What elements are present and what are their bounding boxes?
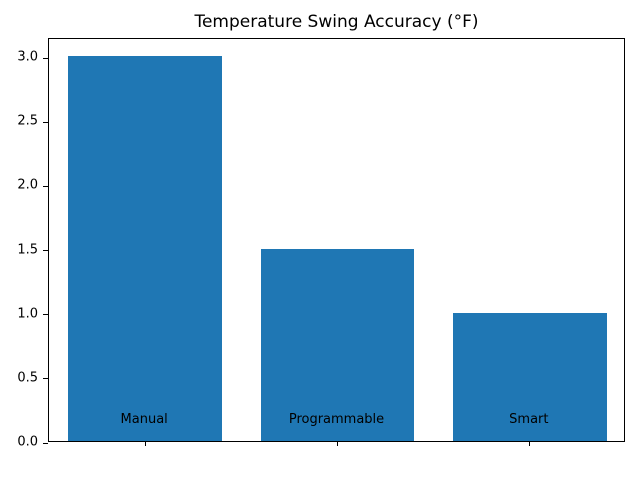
y-tick-label: 2.5: [17, 113, 38, 129]
y-axis-tick: [43, 314, 48, 316]
y-tick-label: 0.5: [17, 370, 38, 386]
x-axis-tick: [529, 441, 531, 446]
y-tick-label: 1.5: [17, 242, 38, 258]
y-axis-tick: [43, 442, 48, 444]
y-tick-label: 0.0: [17, 434, 38, 450]
y-tick-label: 3.0: [17, 49, 38, 65]
chart-title: Temperature Swing Accuracy (°F): [194, 12, 479, 32]
y-axis-tick: [43, 250, 48, 252]
x-tick-label-manual: Manual: [120, 412, 168, 427]
y-axis-tick: [43, 185, 48, 187]
y-tick-label: 1.0: [17, 306, 38, 322]
x-axis-tick: [337, 441, 338, 446]
plot-area: [43, 38, 625, 446]
y-axis-tick: [43, 121, 48, 123]
y-axis-tick: [43, 378, 48, 380]
bar-manual: [68, 56, 223, 441]
bar-programmable: [260, 248, 415, 441]
x-tick-label-programmable: Programmable: [288, 412, 385, 427]
bar-smart: [452, 312, 607, 441]
x-axis-tick: [144, 441, 146, 446]
y-axis-tick: [43, 57, 48, 59]
x-tick-label-smart: Smart: [509, 412, 549, 427]
y-tick-label: 2.0: [17, 177, 38, 193]
